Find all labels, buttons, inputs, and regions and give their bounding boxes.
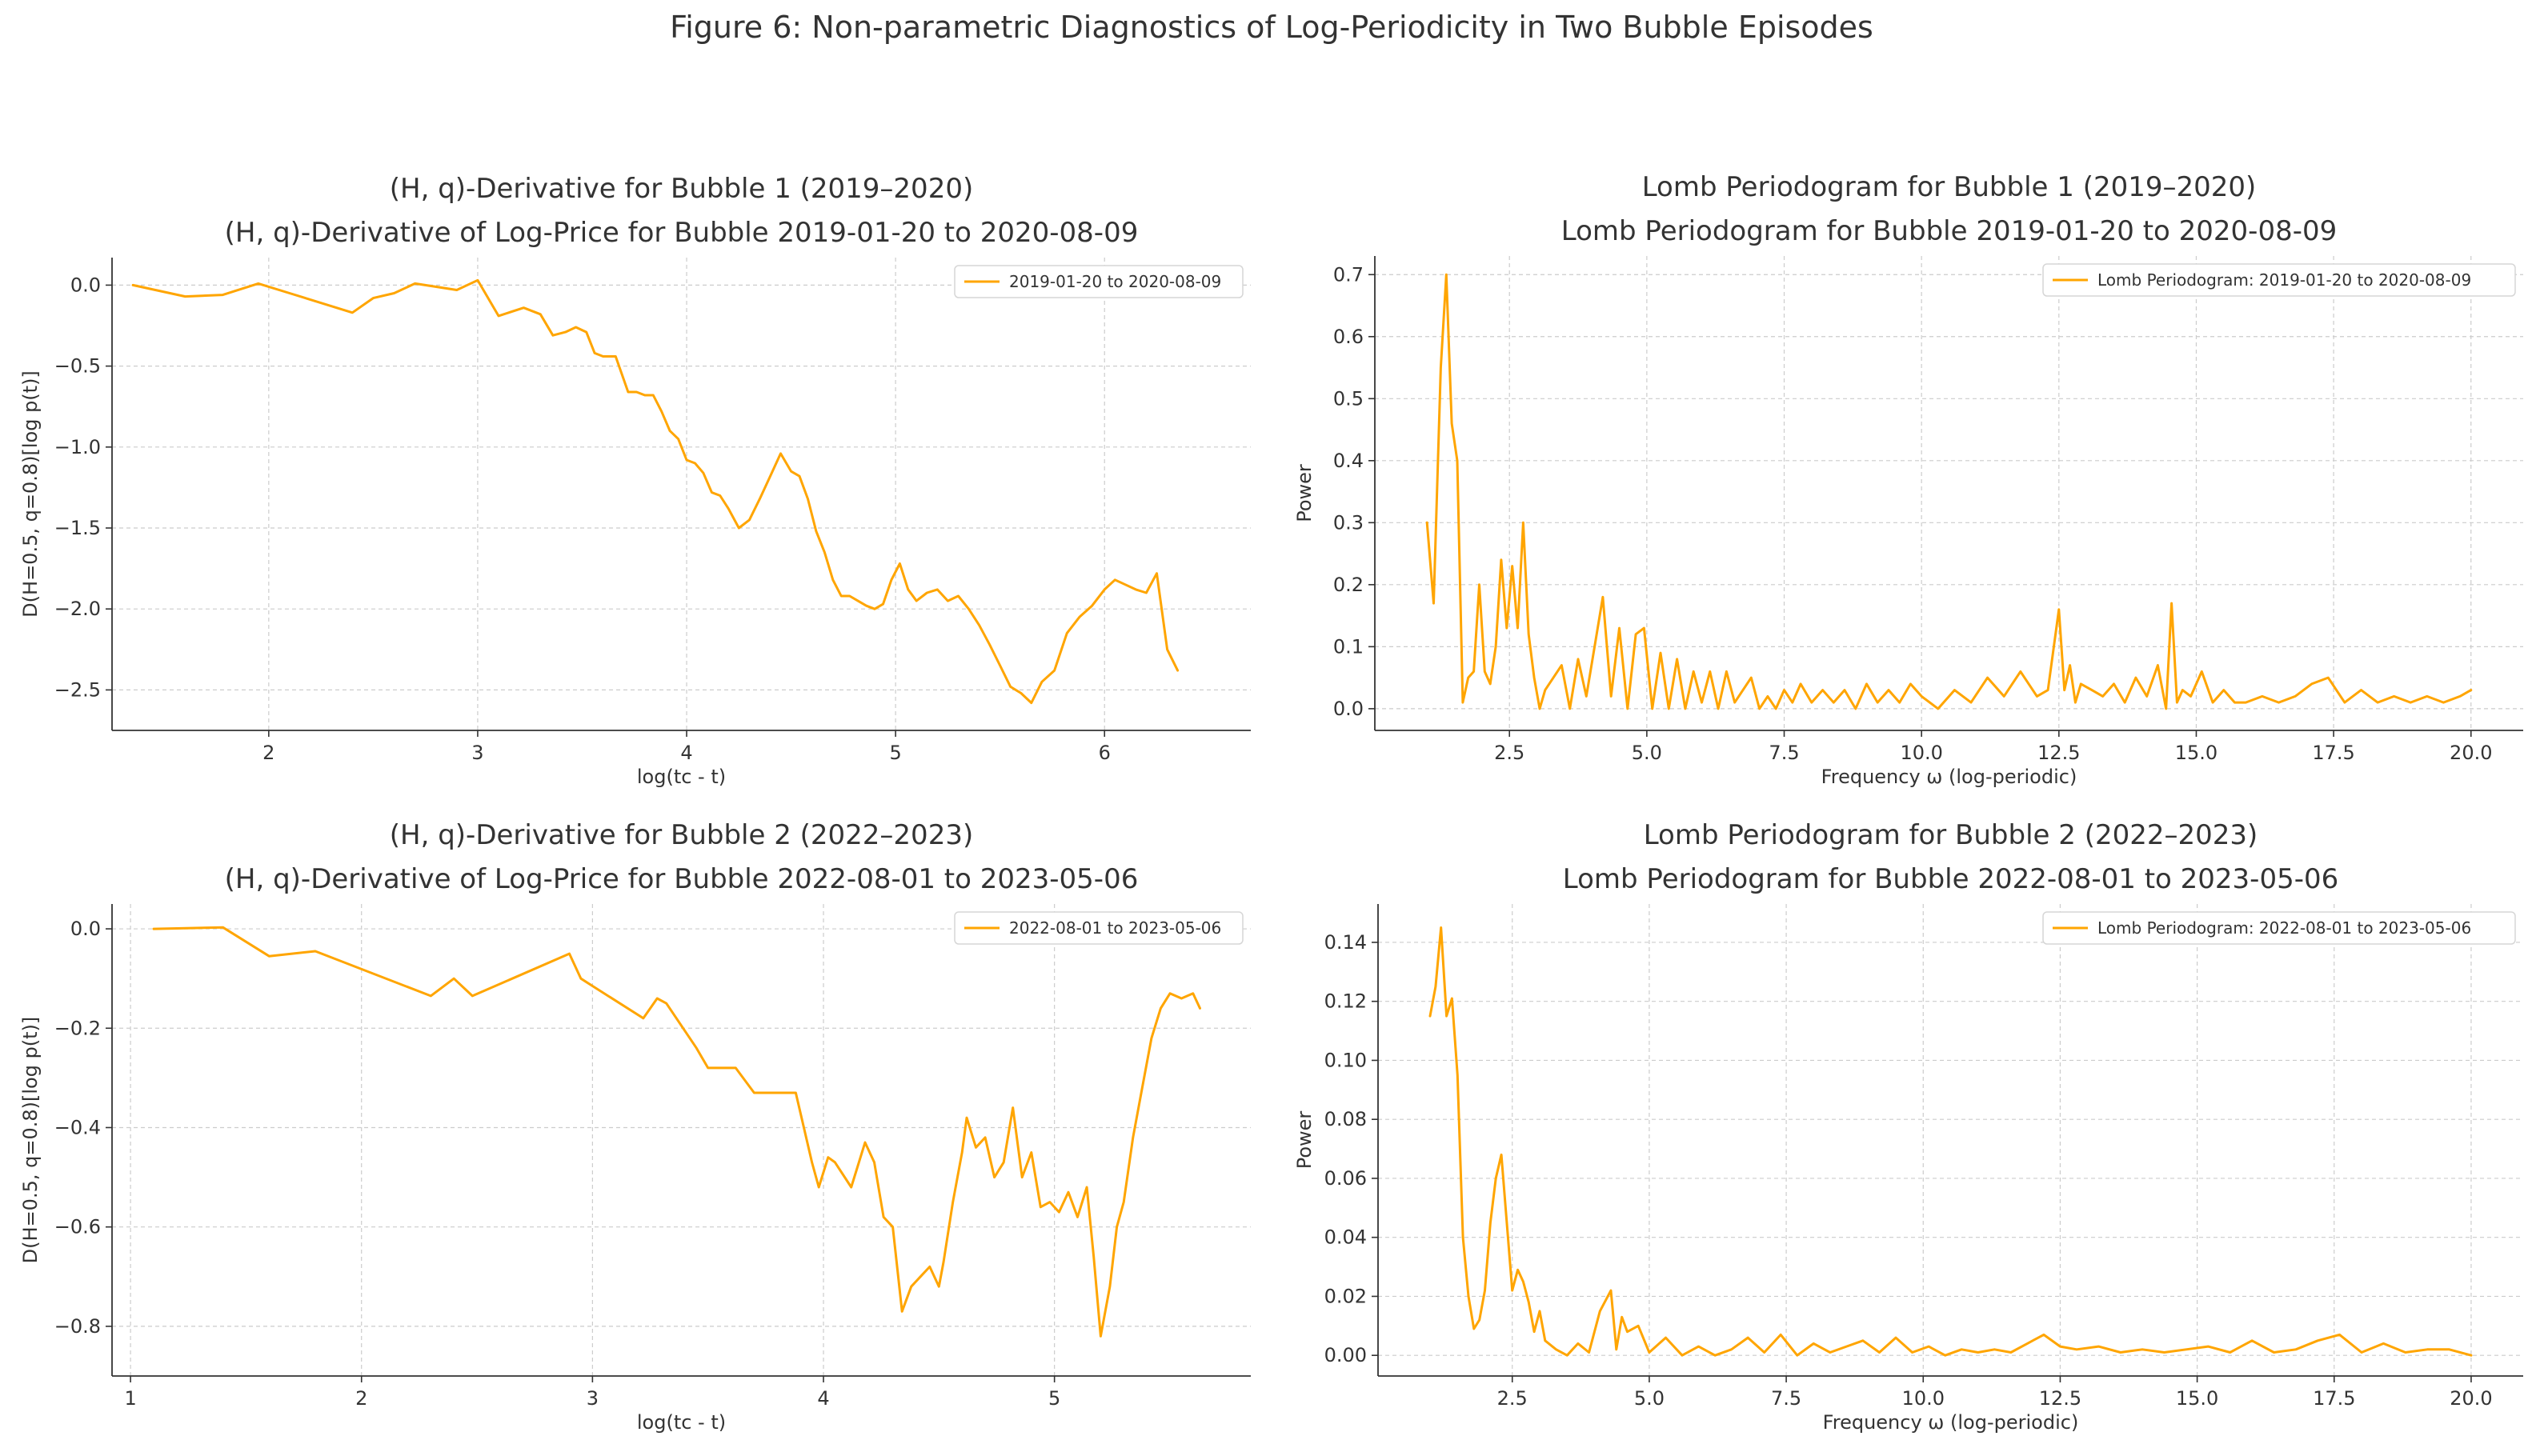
x-tick-label: 5 <box>889 742 901 764</box>
x-tick-label: 10.0 <box>1902 1387 1945 1410</box>
y-tick-label: −0.2 <box>54 1017 101 1039</box>
x-tick-label: 2.5 <box>1494 742 1524 764</box>
y-tick-label: −0.8 <box>54 1315 101 1338</box>
x-tick-label: 3 <box>471 742 483 764</box>
x-tick-label: 2 <box>355 1387 367 1410</box>
x-tick-label: 12.5 <box>2039 1387 2081 1410</box>
y-tick-label: 0.7 <box>1333 263 1364 286</box>
x-tick-label: 20.0 <box>2450 1387 2492 1410</box>
x-tick-label: 2 <box>262 742 274 764</box>
x-tick-label: 6 <box>1099 742 1111 764</box>
x-tick-label: 7.5 <box>1771 1387 1801 1410</box>
legend-label: 2019-01-20 to 2020-08-09 <box>1009 272 1221 291</box>
x-axis-label: log(tc - t) <box>637 766 726 788</box>
x-tick-label: 3 <box>587 1387 599 1410</box>
y-axis-label: D(H=0.5, q=0.8)[log p(t)] <box>19 370 42 618</box>
y-tick-label: 0.0 <box>1333 698 1364 720</box>
y-tick-label: 0.04 <box>1324 1226 1367 1249</box>
grid-lines <box>112 904 1251 1376</box>
y-tick-label: 0.08 <box>1324 1108 1367 1130</box>
x-tick-label: 10.0 <box>1900 742 1942 764</box>
series-line <box>1425 273 2473 710</box>
legend-label: Lomb Periodogram: 2022-08-01 to 2023-05-… <box>2097 918 2471 938</box>
y-axis-label: Power <box>1293 464 1316 522</box>
legend-box <box>2042 911 2516 945</box>
grid-lines <box>1378 904 2523 1376</box>
chart-title: (H, q)-Derivative for Bubble 2 (2022–202… <box>390 819 973 851</box>
legend-box <box>954 265 1244 298</box>
chart-title: Lomb Periodogram for Bubble 1 (2019–2020… <box>1642 171 2257 203</box>
chart-title: (H, q)-Derivative for Bubble 1 (2019–202… <box>390 173 973 205</box>
chart-panel-p3: (H, q)-Derivative for Bubble 2 (2022–202… <box>19 819 1251 1434</box>
x-tick-label: 2.5 <box>1497 1387 1528 1410</box>
y-axis-label: Power <box>1293 1111 1316 1170</box>
x-axis-label: Frequency ω (log-periodic) <box>1823 1411 2079 1434</box>
x-tick-label: 15.0 <box>2175 742 2217 764</box>
chart-panel-p2: Lomb Periodogram for Bubble 1 (2019–2020… <box>1293 171 2523 788</box>
y-tick-label: 0.12 <box>1324 990 1367 1013</box>
x-tick-label: 7.5 <box>1769 742 1799 764</box>
x-tick-label: 15.0 <box>2176 1387 2218 1410</box>
y-tick-label: 0.3 <box>1333 511 1364 534</box>
y-tick-label: 0.02 <box>1324 1285 1367 1307</box>
legend: Lomb Periodogram: 2019-01-20 to 2020-08-… <box>2042 263 2516 297</box>
legend-label: Lomb Periodogram: 2019-01-20 to 2020-08-… <box>2097 270 2471 290</box>
series-line <box>131 278 1180 705</box>
x-tick-label: 17.5 <box>2313 1387 2355 1410</box>
x-tick-label: 5.0 <box>1632 742 1662 764</box>
series-line <box>1428 926 2473 1357</box>
chart-subtitle: Lomb Periodogram for Bubble 2022-08-01 t… <box>1563 863 2339 895</box>
x-tick-label: 5 <box>1048 1387 1060 1410</box>
y-tick-label: −1.5 <box>54 517 101 539</box>
x-axis-label: log(tc - t) <box>637 1411 726 1434</box>
chart-subtitle: Lomb Periodogram for Bubble 2019-01-20 t… <box>1561 215 2338 247</box>
y-tick-label: 0.00 <box>1324 1344 1367 1366</box>
chart-subtitle: (H, q)-Derivative of Log-Price for Bubbl… <box>225 863 1139 895</box>
y-tick-label: 0.06 <box>1324 1167 1367 1190</box>
y-tick-label: 0.2 <box>1333 574 1364 596</box>
legend: 2022-08-01 to 2023-05-06 <box>954 911 1244 945</box>
figure-suptitle: Figure 6: Non-parametric Diagnostics of … <box>670 10 1873 45</box>
y-tick-label: −0.4 <box>54 1116 101 1138</box>
y-tick-label: 0.0 <box>70 918 101 940</box>
y-tick-label: −0.5 <box>54 355 101 378</box>
x-tick-label: 4 <box>680 742 692 764</box>
y-tick-label: 0.1 <box>1333 635 1364 658</box>
chart-panel-p4: Lomb Periodogram for Bubble 2 (2022–2023… <box>1293 819 2523 1434</box>
legend: 2019-01-20 to 2020-08-09 <box>954 265 1244 298</box>
chart-panel-p1: (H, q)-Derivative for Bubble 1 (2019–202… <box>19 173 1251 788</box>
y-tick-label: 0.6 <box>1333 326 1364 348</box>
y-tick-label: 0.5 <box>1333 387 1364 410</box>
y-tick-label: −1.0 <box>54 436 101 458</box>
x-axis-label: Frequency ω (log-periodic) <box>1821 766 2077 788</box>
legend-box <box>954 911 1244 945</box>
chart-title: Lomb Periodogram for Bubble 2 (2022–2023… <box>1644 819 2258 851</box>
y-tick-label: −0.6 <box>54 1216 101 1238</box>
x-tick-label: 1 <box>124 1387 136 1410</box>
grid-lines <box>112 258 1251 730</box>
x-tick-label: 17.5 <box>2312 742 2354 764</box>
x-tick-label: 20.0 <box>2450 742 2492 764</box>
legend-label: 2022-08-01 to 2023-05-06 <box>1009 918 1221 938</box>
series-line <box>152 926 1201 1338</box>
x-tick-label: 4 <box>817 1387 829 1410</box>
y-tick-label: −2.5 <box>54 678 101 701</box>
x-tick-label: 5.0 <box>1634 1387 1665 1410</box>
y-tick-label: 0.14 <box>1324 931 1367 954</box>
y-tick-label: 0.10 <box>1324 1049 1367 1071</box>
y-tick-label: 0.4 <box>1333 450 1364 472</box>
chart-subtitle: (H, q)-Derivative of Log-Price for Bubbl… <box>225 217 1139 249</box>
y-tick-label: 0.0 <box>70 274 101 296</box>
y-axis-label: D(H=0.5, q=0.8)[log p(t)] <box>19 1017 42 1264</box>
legend-box <box>2042 263 2516 297</box>
legend: Lomb Periodogram: 2022-08-01 to 2023-05-… <box>2042 911 2516 945</box>
x-tick-label: 12.5 <box>2037 742 2080 764</box>
y-tick-label: −2.0 <box>54 598 101 620</box>
